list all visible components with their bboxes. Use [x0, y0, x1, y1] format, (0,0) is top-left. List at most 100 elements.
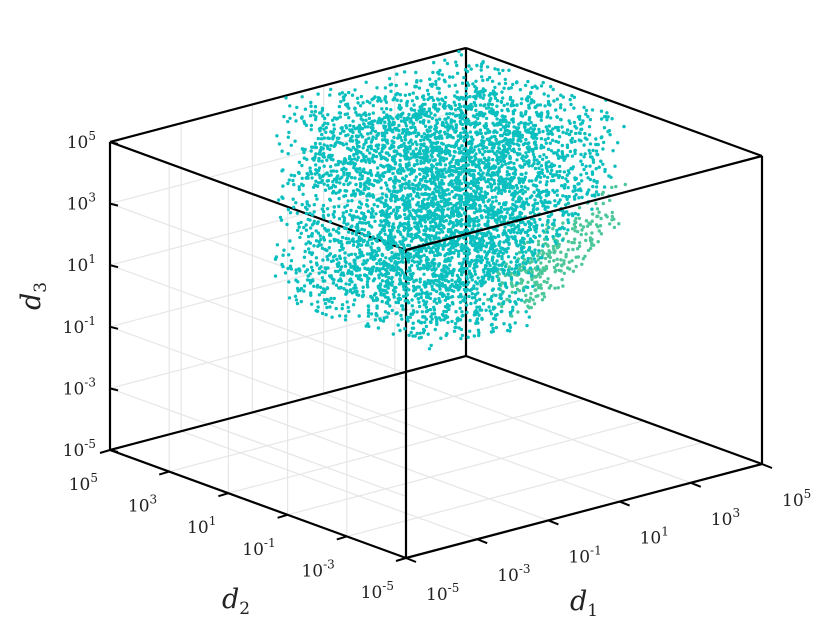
data-point: [422, 228, 426, 233]
data-point: [413, 234, 418, 238]
data-point: [443, 130, 447, 134]
data-point: [367, 116, 372, 121]
data-point: [510, 290, 514, 294]
data-point: [343, 112, 347, 117]
data-point: [460, 310, 464, 314]
data-point: [376, 146, 380, 151]
data-point: [358, 167, 362, 171]
data-point: [518, 263, 522, 267]
data-point: [434, 82, 438, 87]
data-point: [533, 135, 537, 139]
data-point: [466, 335, 470, 339]
data-point: [437, 191, 442, 195]
data-point: [435, 236, 439, 240]
data-point: [328, 147, 332, 152]
data-point: [532, 302, 537, 306]
data-point: [300, 115, 304, 119]
data-point: [330, 153, 334, 158]
data-point: [391, 222, 395, 226]
data-point: [491, 157, 495, 162]
data-point: [347, 230, 351, 234]
data-point: [409, 274, 414, 278]
data-point: [344, 158, 348, 163]
data-point: [380, 299, 384, 304]
data-point: [396, 229, 401, 233]
data-point: [443, 204, 447, 208]
data-point: [387, 240, 391, 244]
data-point: [416, 152, 420, 156]
data-point: [385, 215, 389, 219]
data-point: [462, 287, 467, 292]
data-point: [318, 148, 322, 153]
data-point: [505, 107, 510, 112]
data-point: [453, 83, 457, 88]
data-point: [298, 235, 302, 240]
data-point: [362, 228, 367, 232]
data-point: [421, 331, 426, 335]
data-point: [379, 178, 383, 182]
data-point: [356, 155, 360, 160]
data-point: [319, 243, 323, 247]
data-point: [522, 288, 526, 293]
data-point: [457, 113, 462, 117]
data-point: [344, 167, 348, 172]
data-point: [455, 90, 459, 94]
data-point: [531, 123, 536, 128]
data-point: [384, 222, 388, 226]
data-point: [457, 151, 462, 155]
data-point: [351, 189, 356, 193]
data-point: [340, 91, 345, 95]
data-point: [509, 260, 513, 264]
data-point: [287, 296, 292, 300]
data-point: [524, 262, 528, 266]
data-point: [309, 123, 314, 128]
data-point: [363, 181, 367, 185]
data-point: [527, 271, 531, 275]
data-point: [495, 274, 499, 278]
data-point: [420, 95, 425, 99]
data-point: [397, 133, 401, 137]
data-point: [338, 111, 343, 115]
data-point: [552, 190, 557, 194]
data-point: [451, 243, 455, 247]
data-point: [527, 141, 531, 145]
data-point: [546, 147, 551, 151]
data-point: [401, 307, 405, 311]
data-point: [321, 154, 326, 158]
data-point: [461, 97, 465, 101]
data-point: [350, 218, 355, 222]
data-point: [350, 134, 354, 139]
data-point: [500, 155, 505, 160]
data-point: [447, 75, 452, 79]
data-point: [540, 255, 544, 260]
data-point: [420, 167, 425, 171]
data-point: [350, 199, 354, 203]
data-point: [347, 90, 351, 95]
data-point: [489, 312, 494, 316]
data-point: [389, 89, 393, 94]
data-point: [398, 184, 402, 188]
data-point: [523, 222, 527, 227]
data-point: [432, 299, 436, 303]
data-point: [470, 141, 474, 145]
data-point: [378, 318, 383, 322]
data-point: [500, 257, 504, 261]
data-point: [375, 261, 379, 266]
data-point: [415, 264, 420, 268]
data-point: [406, 319, 410, 323]
data-point: [274, 255, 279, 259]
data-point: [340, 235, 345, 240]
data-point: [355, 239, 359, 244]
data-point: [353, 147, 358, 152]
data-point: [310, 252, 314, 257]
data-point: [431, 258, 435, 262]
data-point: [355, 222, 360, 227]
data-point: [396, 260, 400, 265]
data-point: [328, 164, 333, 169]
data-point: [313, 117, 318, 122]
data-point: [536, 114, 541, 118]
data-point: [462, 135, 466, 139]
data-point: [404, 181, 408, 185]
data-point: [509, 276, 514, 280]
data-point: [444, 309, 449, 314]
